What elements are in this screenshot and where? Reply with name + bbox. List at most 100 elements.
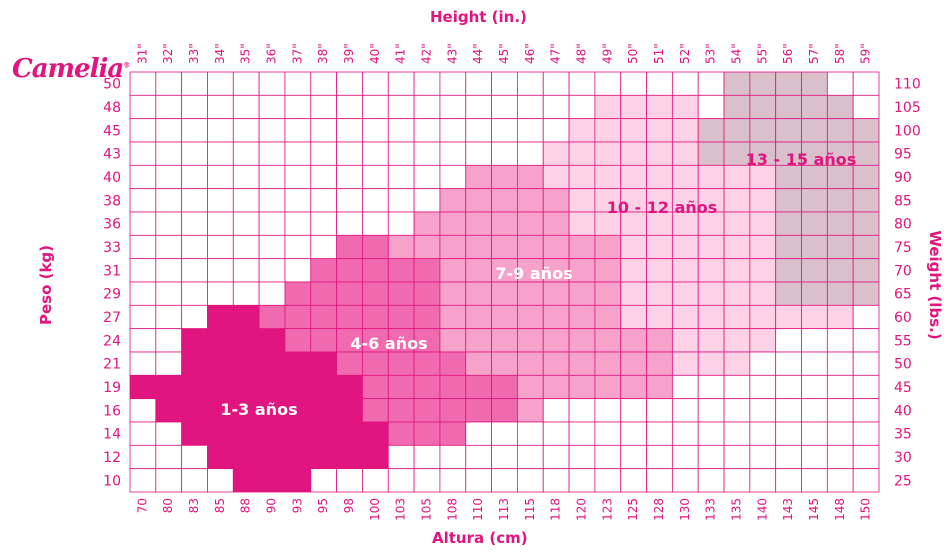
grid-cell: [155, 444, 183, 470]
x-tick-cm: 103: [394, 498, 408, 521]
grid-cell: [181, 141, 208, 166]
brand-mark: ®: [123, 60, 130, 70]
grid-cell: [517, 328, 544, 353]
grid-cell: [723, 468, 751, 493]
grid-cell: [439, 118, 467, 143]
grid-cell: [491, 421, 518, 446]
grid-cell: [697, 234, 725, 260]
grid-cell: [413, 94, 441, 120]
grid-cell: [491, 444, 518, 470]
grid-cell: [775, 304, 802, 330]
brand-name: Camelia: [12, 54, 124, 84]
grid-cell: [387, 258, 415, 283]
grid-cell: [155, 398, 183, 423]
grid-cell: [517, 304, 544, 330]
grid-cell: [620, 374, 647, 400]
grid-cell: [232, 211, 260, 236]
grid-cell: [207, 94, 234, 120]
x-tick-cm: 120: [574, 498, 588, 521]
x-tick-cm: 125: [626, 498, 640, 521]
grid-cell: [232, 468, 260, 493]
grid-cell: [491, 281, 518, 306]
y-tick-lbs: 50: [894, 357, 912, 373]
grid-cell: [362, 281, 389, 306]
grid-cell: [258, 444, 286, 470]
grid-cell: [155, 94, 183, 120]
grid-cell: [439, 71, 467, 96]
x-tick-in: 51": [652, 43, 666, 64]
grid-cell: [801, 234, 828, 260]
grid-cell: [594, 118, 622, 143]
grid-cell: [284, 164, 312, 190]
grid-cell: [129, 468, 157, 493]
y-tick-lbs: 100: [894, 123, 921, 139]
x-tick-cm: 70: [135, 498, 149, 513]
grid-cell: [465, 398, 492, 423]
grid-cell: [258, 94, 286, 120]
grid-cell: [362, 374, 389, 400]
grid-cell: [232, 444, 260, 470]
grid-cell: [181, 118, 208, 143]
grid-cell: [387, 444, 415, 470]
grid-cell: [801, 468, 828, 493]
x-tick-in: 50": [626, 43, 640, 64]
grid-cell: [465, 304, 492, 330]
grid-cell: [517, 374, 544, 400]
grid-cell: [181, 258, 208, 283]
grid-cell: [775, 328, 802, 353]
grid-cell: [646, 421, 673, 446]
grid-cell: [232, 351, 260, 376]
grid-cell: [542, 141, 570, 166]
grid-cell: [749, 328, 777, 353]
grid-cell: [207, 71, 234, 96]
grid-cell: [671, 351, 699, 376]
grid-cell: [155, 468, 183, 493]
grid-cell: [413, 351, 441, 376]
grid-cell: [181, 188, 208, 213]
grid-cell: [181, 421, 208, 446]
grid-cell: [620, 94, 647, 120]
camelia-logo: Camelia®: [12, 54, 130, 84]
grid-cell: [310, 211, 338, 236]
grid-cell: [336, 351, 363, 376]
x-tick-cm: 90: [265, 498, 279, 513]
y-tick-kg: 14: [103, 427, 121, 443]
grid-cell: [465, 421, 492, 446]
grid-cell: [129, 71, 157, 96]
grid-cell: [439, 468, 467, 493]
grid-cell: [697, 281, 725, 306]
y-tick-kg: 27: [103, 310, 121, 326]
grid-cell: [594, 468, 622, 493]
grid-cell: [413, 398, 441, 423]
grid-cell: [852, 351, 880, 376]
grid-cell: [646, 468, 673, 493]
grid-cell: [852, 71, 880, 96]
grid-cell: [413, 211, 441, 236]
grid-cell: [310, 281, 338, 306]
grid-cell: [671, 281, 699, 306]
grid-cell: [646, 118, 673, 143]
grid-cell: [362, 258, 389, 283]
grid-cell: [284, 118, 312, 143]
grid-cell: [517, 234, 544, 260]
grid-cell: [387, 141, 415, 166]
grid-cell: [542, 281, 570, 306]
grid-cell: [232, 164, 260, 190]
grid-cell: [671, 141, 699, 166]
grid-cell: [801, 328, 828, 353]
grid-cell: [491, 188, 518, 213]
grid-cell: [413, 374, 441, 400]
grid-cell: [568, 468, 596, 493]
grid-cell: [439, 444, 467, 470]
grid-cell: [465, 118, 492, 143]
grid-cell: [723, 444, 751, 470]
grid-cell: [491, 118, 518, 143]
grid-cell: [697, 141, 725, 166]
grid-cell: [801, 304, 828, 330]
grid-cell: [439, 141, 467, 166]
grid-cell: [775, 468, 802, 493]
y-tick-lbs: 70: [894, 263, 912, 279]
grid-cell: [620, 281, 647, 306]
grid-cell: [671, 468, 699, 493]
y-tick-kg: 29: [103, 287, 121, 303]
